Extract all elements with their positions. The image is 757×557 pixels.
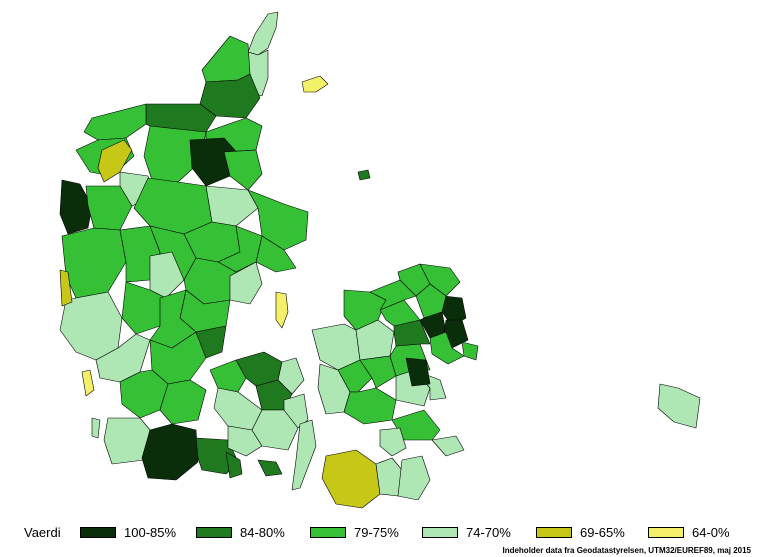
legend-label-2: 79-75% bbox=[354, 524, 399, 540]
region-naestved bbox=[343, 387, 397, 425]
region-randers bbox=[205, 185, 259, 227]
legend-label-0: 100-85% bbox=[124, 524, 177, 540]
region-aabenraa bbox=[141, 423, 199, 481]
region-ikast bbox=[149, 251, 185, 299]
region-lolland-east bbox=[375, 457, 403, 497]
legend-title: Vaerdi bbox=[24, 525, 61, 540]
legend-item-1: 84-80% bbox=[196, 524, 285, 540]
denmark-choropleth-map bbox=[59, 11, 701, 509]
region-guldborgsund bbox=[397, 455, 431, 501]
region-esbjerg bbox=[95, 333, 151, 383]
legend-label-5: 64-0% bbox=[692, 524, 730, 540]
region-assens bbox=[213, 387, 263, 431]
map-svg bbox=[59, 11, 701, 509]
legend-swatch-3 bbox=[422, 526, 458, 538]
legend-label-3: 74-70% bbox=[466, 524, 511, 540]
region-skagen bbox=[247, 11, 279, 56]
region-bornholm bbox=[657, 383, 701, 429]
region-norddjurs bbox=[247, 189, 309, 251]
region-hillerod bbox=[415, 283, 447, 319]
legend-swatch-0 bbox=[80, 526, 116, 538]
region-allerod bbox=[419, 311, 447, 339]
region-odder bbox=[229, 261, 263, 305]
region-mariagerfjord bbox=[223, 149, 263, 191]
legend-swatch-1 bbox=[196, 526, 232, 538]
region-ringkobing bbox=[61, 227, 127, 299]
region-ringsted bbox=[359, 355, 397, 389]
region-laeso bbox=[301, 75, 329, 93]
region-middelfart bbox=[209, 359, 247, 393]
region-falster bbox=[379, 427, 407, 457]
region-thisted-north bbox=[83, 103, 147, 141]
region-holbaek bbox=[355, 319, 395, 361]
region-hjorring bbox=[201, 35, 251, 83]
region-romo bbox=[91, 417, 101, 439]
region-soro bbox=[337, 359, 373, 393]
region-greve bbox=[405, 357, 431, 387]
legend-swatch-4 bbox=[536, 526, 572, 538]
region-gribskov bbox=[419, 263, 461, 297]
region-aero bbox=[257, 459, 283, 477]
region-als-south bbox=[225, 451, 243, 479]
legend-item-5: 64-0% bbox=[648, 524, 730, 540]
region-samso bbox=[275, 291, 289, 329]
region-mon bbox=[431, 435, 465, 457]
region-fano bbox=[81, 369, 95, 397]
region-lemvig-coast bbox=[59, 269, 73, 307]
region-kerteminde bbox=[277, 357, 305, 395]
legend-item-3: 74-70% bbox=[422, 524, 511, 540]
region-amager bbox=[461, 341, 479, 361]
region-fredericia bbox=[195, 325, 227, 359]
region-struer bbox=[59, 179, 93, 235]
legend-item-2: 79-75% bbox=[310, 524, 399, 540]
region-anholt bbox=[357, 169, 371, 181]
legend-swatch-2 bbox=[310, 526, 346, 538]
region-viborg bbox=[133, 177, 213, 235]
region-lolland bbox=[321, 449, 381, 509]
legend-item-4: 69-65% bbox=[536, 524, 625, 540]
legend-label-1: 84-80% bbox=[240, 524, 285, 540]
legend-item-0: 100-85% bbox=[80, 524, 176, 540]
legend-label-4: 69-65% bbox=[580, 524, 625, 540]
region-faaborg bbox=[227, 425, 263, 457]
map-legend: Vaerdi 100-85% 84-80% 79-75% 74-70% 69-6… bbox=[0, 520, 757, 544]
region-langeland bbox=[291, 419, 317, 491]
region-rudersdal bbox=[443, 319, 469, 349]
data-credit: Indeholder data fra Geodatastyrelsen, UT… bbox=[502, 546, 751, 555]
region-haderslev bbox=[159, 379, 207, 425]
legend-swatch-5 bbox=[648, 526, 684, 538]
